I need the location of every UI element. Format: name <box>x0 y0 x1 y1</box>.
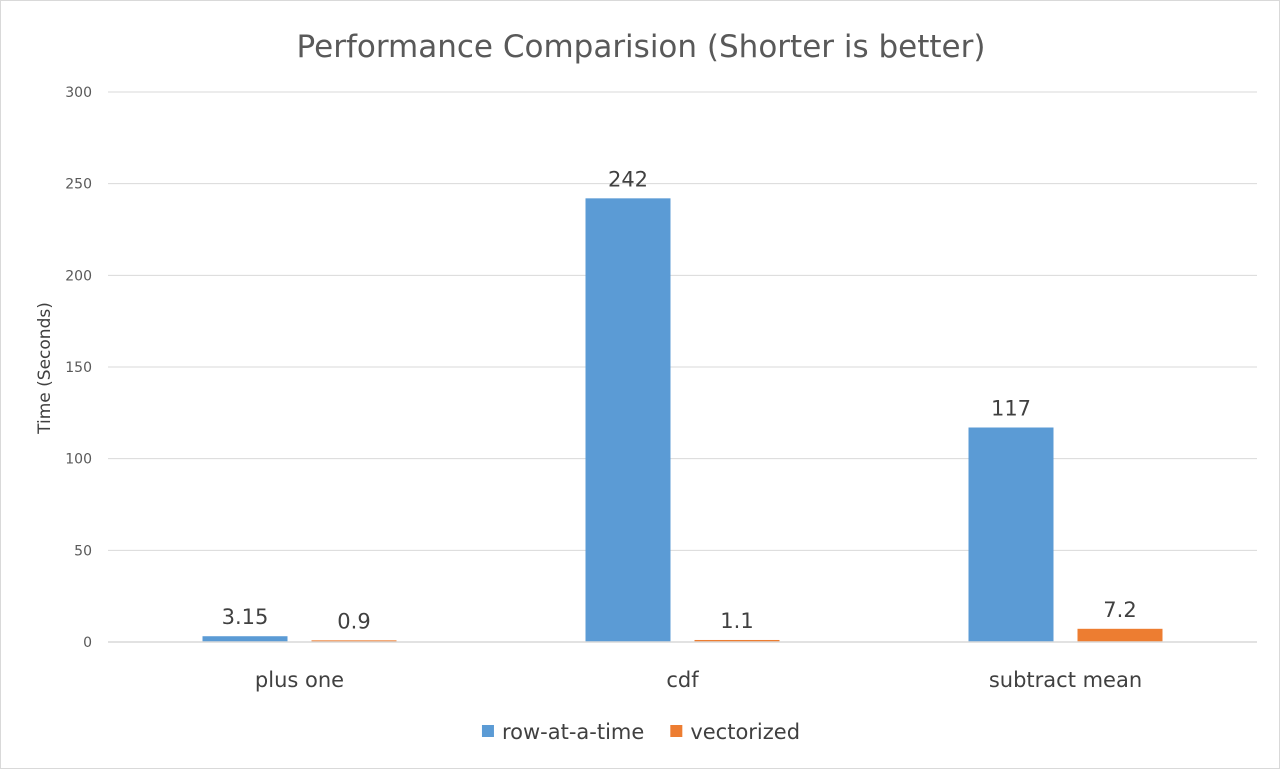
bar <box>1077 628 1163 642</box>
data-label: 3.15 <box>222 605 269 629</box>
y-tick-label: 50 <box>74 543 92 559</box>
y-axis-label: Time (Seconds) <box>35 302 55 435</box>
legend-swatch <box>481 725 494 737</box>
data-label: 117 <box>991 397 1031 421</box>
legend: row-at-a-time vectorized <box>481 720 800 744</box>
gridlines <box>108 91 1257 551</box>
data-label: 0.9 <box>337 609 370 633</box>
bar <box>968 427 1054 642</box>
y-tick-label: 200 <box>65 268 92 284</box>
y-tick-label: 0 <box>83 635 92 651</box>
y-tick-label: 300 <box>65 85 92 101</box>
data-label: 7.2 <box>1103 598 1136 622</box>
data-labels: 3.15 0.9 242 1.1 117 7.2 <box>222 167 1137 633</box>
y-tick-label: 250 <box>65 177 92 193</box>
bar <box>311 640 397 642</box>
y-tick-label: 150 <box>65 360 92 376</box>
axes: 0 50 100 150 200 250 300 plus one cdf subtract me… <box>65 85 1257 692</box>
legend-swatch <box>670 725 683 737</box>
x-tick-label: plus one <box>255 668 344 692</box>
data-label: 242 <box>608 167 648 191</box>
legend-label: row-at-a-time <box>502 720 644 744</box>
chart-title: Performance Comparision (Shorter is bett… <box>297 29 986 65</box>
y-tick-label: 100 <box>65 452 92 468</box>
legend-label: vectorized <box>690 720 800 744</box>
bar <box>585 198 671 643</box>
bars <box>202 198 1163 643</box>
data-label: 1.1 <box>720 609 753 633</box>
x-tick-label: subtract mean <box>989 668 1142 692</box>
x-tick-label: cdf <box>666 668 699 692</box>
bar <box>694 639 780 642</box>
bar <box>202 636 288 642</box>
